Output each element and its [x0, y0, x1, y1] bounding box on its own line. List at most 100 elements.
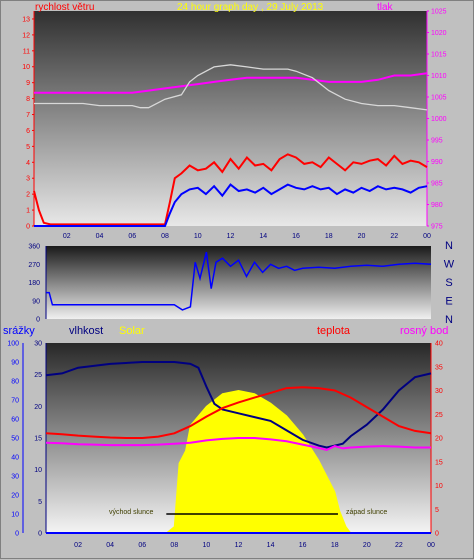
time-tick: 22 [390, 233, 398, 240]
compass-letter: N [445, 240, 453, 252]
chart-title: 24 hour graph day , 29 July 2013 [177, 2, 324, 13]
wind-speed-axis-label: rychlost větru [35, 2, 94, 13]
wind-speed-tick: 8 [26, 96, 30, 103]
pressure-tick: 990 [431, 159, 443, 166]
compass-letter: S [445, 277, 452, 289]
rain-axis-label: srážky [3, 325, 35, 337]
chart-marks: 0123456789101112139759809859909951000100… [7, 9, 446, 550]
time-tick: 02 [74, 542, 82, 549]
wind-speed-tick: 4 [26, 160, 30, 167]
compass-letter: W [444, 259, 455, 271]
pressure-tick: 1000 [431, 116, 447, 123]
time-tick: 10 [194, 233, 202, 240]
time-tick: 18 [325, 233, 333, 240]
wind-pressure-plot-area [34, 11, 427, 226]
rain-tick: 100 [7, 341, 19, 348]
rain-tick: 20 [11, 493, 19, 500]
time-tick: 16 [299, 542, 307, 549]
time-tick: 14 [267, 542, 275, 549]
temperature-tick: 10 [435, 483, 443, 490]
wind-speed-tick: 13 [22, 16, 30, 23]
wind-direction-tick: 0 [36, 317, 40, 324]
pressure-tick: 1010 [431, 73, 447, 80]
temperature-tick: 5 [435, 507, 439, 514]
wind-speed-tick: 1 [26, 208, 30, 215]
pressure-tick: 1015 [431, 52, 447, 59]
humidity-axis-label: vlhkost [69, 325, 103, 337]
time-tick: 02 [63, 233, 71, 240]
wind-speed-tick: 3 [26, 176, 30, 183]
wind-speed-tick: 2 [26, 192, 30, 199]
wind-direction-tick: 270 [28, 262, 40, 269]
time-tick: 18 [331, 542, 339, 549]
time-tick: 14 [259, 233, 267, 240]
pressure-tick: 1005 [431, 95, 447, 102]
wind-direction-plot-area [46, 246, 431, 319]
time-tick: 22 [395, 542, 403, 549]
rain-tick: 50 [11, 436, 19, 443]
time-tick: 04 [96, 233, 104, 240]
rain-tick: 0 [15, 531, 19, 538]
rain-tick: 60 [11, 417, 19, 424]
humidity-tick: 15 [34, 436, 42, 443]
time-tick: 12 [235, 542, 243, 549]
wind-direction-tick: 180 [28, 280, 40, 287]
pressure-tick: 1020 [431, 30, 447, 37]
rain-tick: 80 [11, 379, 19, 386]
wind-average-line [34, 183, 428, 227]
wind-speed-tick: 9 [26, 80, 30, 87]
temperature-tick: 20 [435, 436, 443, 443]
wind-speed-tick: 10 [22, 64, 30, 71]
humidity-tick: 10 [34, 467, 42, 474]
temperature-tick: 25 [435, 412, 443, 419]
humidity-tick: 25 [34, 372, 42, 379]
temperature-tick: 35 [435, 364, 443, 371]
wind-speed-tick: 12 [22, 32, 30, 39]
rain-tick: 40 [11, 455, 19, 462]
humidity-line [45, 361, 432, 449]
time-tick: 20 [358, 233, 366, 240]
pressure-axis-label: tlak [377, 2, 394, 13]
temperature-axis-label: teplota [317, 325, 351, 337]
wind-direction-line [46, 251, 432, 311]
rain-tick: 90 [11, 360, 19, 367]
wind-speed-tick: 5 [26, 144, 30, 151]
humidity-tick: 5 [38, 499, 42, 506]
dewpoint-axis-label: rosný bod [400, 325, 448, 337]
time-tick: 10 [203, 542, 211, 549]
time-tick: 04 [106, 542, 114, 549]
time-tick: 08 [170, 542, 178, 549]
pressure-tick: 980 [431, 202, 443, 209]
humidity-tick: 30 [34, 341, 42, 348]
pressure-line [34, 72, 428, 94]
wind-direction-tick: 90 [32, 298, 40, 305]
wind-speed-tick: 6 [26, 128, 30, 135]
temperature-tick: 15 [435, 459, 443, 466]
temperature-line [45, 386, 432, 439]
sunrise-annotation: východ slunce [109, 509, 153, 516]
dewpoint-line [45, 437, 431, 451]
time-tick: 08 [161, 233, 169, 240]
rain-tick: 10 [11, 512, 19, 519]
temperature-tick: 40 [435, 341, 443, 348]
pressure-tick: 975 [431, 224, 443, 231]
wind-gust-line [33, 153, 428, 226]
compass-letter: N [445, 314, 453, 326]
wind-speed-tick: 11 [23, 48, 30, 55]
time-tick: 06 [138, 542, 146, 549]
sunset-annotation: západ slunce [346, 509, 387, 516]
pressure-tick: 985 [431, 181, 443, 188]
wind-speed-tick: 7 [26, 112, 30, 119]
temperature-tick: 30 [435, 388, 443, 395]
wind-speed-tick: 0 [26, 224, 30, 231]
rain-tick: 70 [11, 398, 19, 405]
time-tick: 00 [423, 233, 431, 240]
time-tick: 20 [363, 542, 371, 549]
time-tick: 16 [292, 233, 300, 240]
time-tick: 06 [128, 233, 136, 240]
time-tick: 00 [427, 542, 435, 549]
pressure-tick: 995 [431, 138, 443, 145]
